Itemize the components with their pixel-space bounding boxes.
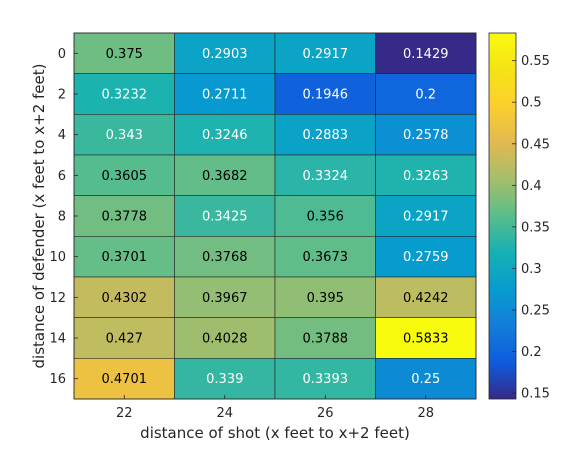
heatmap-cell bbox=[274, 195, 376, 237]
cell-value-label: 0.25 bbox=[411, 372, 440, 387]
cell-value-label: 0.4242 bbox=[403, 291, 449, 306]
cell-value-label: 0.3778 bbox=[102, 210, 148, 225]
cell-value-label: 0.4028 bbox=[202, 332, 248, 347]
cell-value-label: 0.2578 bbox=[403, 128, 449, 143]
y-tick-label: 12 bbox=[49, 291, 66, 306]
heatmap-cell bbox=[73, 32, 175, 74]
colorbar bbox=[488, 32, 517, 400]
heatmap-cell bbox=[375, 195, 477, 237]
cell-value-label: 0.1946 bbox=[303, 88, 349, 103]
cell-value-label: 0.3788 bbox=[303, 332, 349, 347]
cell-value-label: 0.3324 bbox=[303, 169, 349, 184]
cell-value-label: 0.356 bbox=[307, 210, 344, 225]
heatmap-cell bbox=[274, 276, 376, 318]
colorbar-tick-label: 0.4 bbox=[521, 179, 542, 194]
heatmap-cell bbox=[174, 114, 276, 156]
heatmap-cell bbox=[73, 195, 175, 237]
colorbar-tick-label: 0.2 bbox=[521, 345, 542, 360]
cell-value-label: 0.3232 bbox=[102, 88, 148, 103]
heatmap-cell bbox=[274, 236, 376, 278]
heatmap-cell bbox=[375, 358, 477, 400]
heatmap-cell bbox=[375, 154, 477, 196]
cell-value-label: 0.375 bbox=[106, 47, 143, 62]
cell-value-label: 0.3701 bbox=[102, 250, 148, 265]
heatmap-cell bbox=[274, 317, 376, 359]
colorbar-tick-label: 0.15 bbox=[521, 387, 550, 402]
cell-value-label: 0.3673 bbox=[303, 250, 349, 265]
heatmap-cell bbox=[375, 276, 477, 318]
colorbar-tick-label: 0.45 bbox=[521, 137, 550, 152]
cell-value-label: 0.3425 bbox=[202, 210, 248, 225]
heatmap-cell bbox=[73, 73, 175, 115]
colorbar-tick-label: 0.3 bbox=[521, 262, 542, 277]
cell-value-label: 0.395 bbox=[307, 291, 344, 306]
colorbar-tick-label: 0.35 bbox=[521, 220, 550, 235]
cell-value-label: 0.2711 bbox=[202, 88, 248, 103]
heatmap-cell bbox=[73, 236, 175, 278]
cell-value-label: 0.3768 bbox=[202, 250, 248, 265]
heatmap-cell bbox=[174, 73, 276, 115]
heatmap-cells: 0.375 0.2903 0.2917 0.1429 0.3232 0.2711 0.194… bbox=[73, 32, 477, 400]
cell-value-label: 0.2759 bbox=[403, 250, 449, 265]
x-axis-ticks: 22 24 26 28 bbox=[116, 395, 434, 421]
cell-value-label: 0.3967 bbox=[202, 291, 248, 306]
y-tick-label: 10 bbox=[49, 250, 66, 265]
colorbar-tick-label: 0.55 bbox=[521, 54, 550, 69]
cell-value-label: 0.427 bbox=[106, 332, 143, 347]
cell-value-label: 0.2917 bbox=[303, 47, 349, 62]
y-tick-label: 2 bbox=[58, 88, 66, 103]
cell-value-label: 0.343 bbox=[106, 128, 143, 143]
cell-value-label: 0.3682 bbox=[202, 169, 248, 184]
cell-value-label: 0.4302 bbox=[102, 291, 148, 306]
heatmap-cell bbox=[375, 114, 477, 156]
colorbar-ticks: 0.15 0.2 0.25 0.3 0.35 0.4 0.45 0.5 0.55 bbox=[512, 54, 550, 402]
cell-value-label: 0.3246 bbox=[202, 128, 248, 143]
cell-value-label: 0.2903 bbox=[202, 47, 248, 62]
heatmap-cell bbox=[73, 276, 175, 318]
heatmap-cell bbox=[274, 154, 376, 196]
heatmap-cell bbox=[375, 73, 477, 115]
heatmap-cell bbox=[174, 154, 276, 196]
x-tick-label: 28 bbox=[417, 406, 434, 421]
x-axis-label: distance of shot (x feet to x+2 feet) bbox=[140, 424, 410, 442]
cell-value-label: 0.5833 bbox=[403, 332, 449, 347]
x-tick-label: 26 bbox=[317, 406, 334, 421]
y-tick-label: 6 bbox=[58, 169, 66, 184]
heatmap-cell bbox=[375, 32, 477, 74]
heatmap-cell bbox=[174, 236, 276, 278]
y-tick-label: 0 bbox=[58, 47, 66, 62]
cell-value-label: 0.2917 bbox=[403, 210, 449, 225]
heatmap-cell bbox=[174, 32, 276, 74]
heatmap-cell bbox=[174, 195, 276, 237]
colorbar-tick-label: 0.25 bbox=[521, 303, 550, 318]
cell-value-label: 0.3605 bbox=[102, 169, 148, 184]
cell-value-label: 0.3393 bbox=[303, 372, 349, 387]
cell-value-label: 0.339 bbox=[206, 372, 243, 387]
y-tick-label: 8 bbox=[58, 210, 66, 225]
y-tick-label: 14 bbox=[49, 332, 66, 347]
x-tick-label: 24 bbox=[216, 406, 233, 421]
heatmap-cell bbox=[274, 358, 376, 400]
y-tick-label: 16 bbox=[49, 372, 66, 387]
cell-value-label: 0.2 bbox=[415, 88, 436, 103]
y-tick-label: 4 bbox=[58, 128, 66, 143]
heatmap-cell bbox=[73, 317, 175, 359]
y-axis-label: distance of defender (x feet to x+2 feet… bbox=[30, 64, 48, 369]
cell-value-label: 0.2883 bbox=[303, 128, 349, 143]
colorbar-tick-label: 0.5 bbox=[521, 96, 542, 111]
cell-value-label: 0.1429 bbox=[403, 47, 449, 62]
heatmap-cell bbox=[73, 154, 175, 196]
x-tick-label: 22 bbox=[116, 406, 133, 421]
cell-value-label: 0.3263 bbox=[403, 169, 449, 184]
y-axis-ticks: 0 2 4 6 8 10 12 14 16 bbox=[49, 47, 78, 387]
cell-value-label: 0.4701 bbox=[102, 372, 148, 387]
